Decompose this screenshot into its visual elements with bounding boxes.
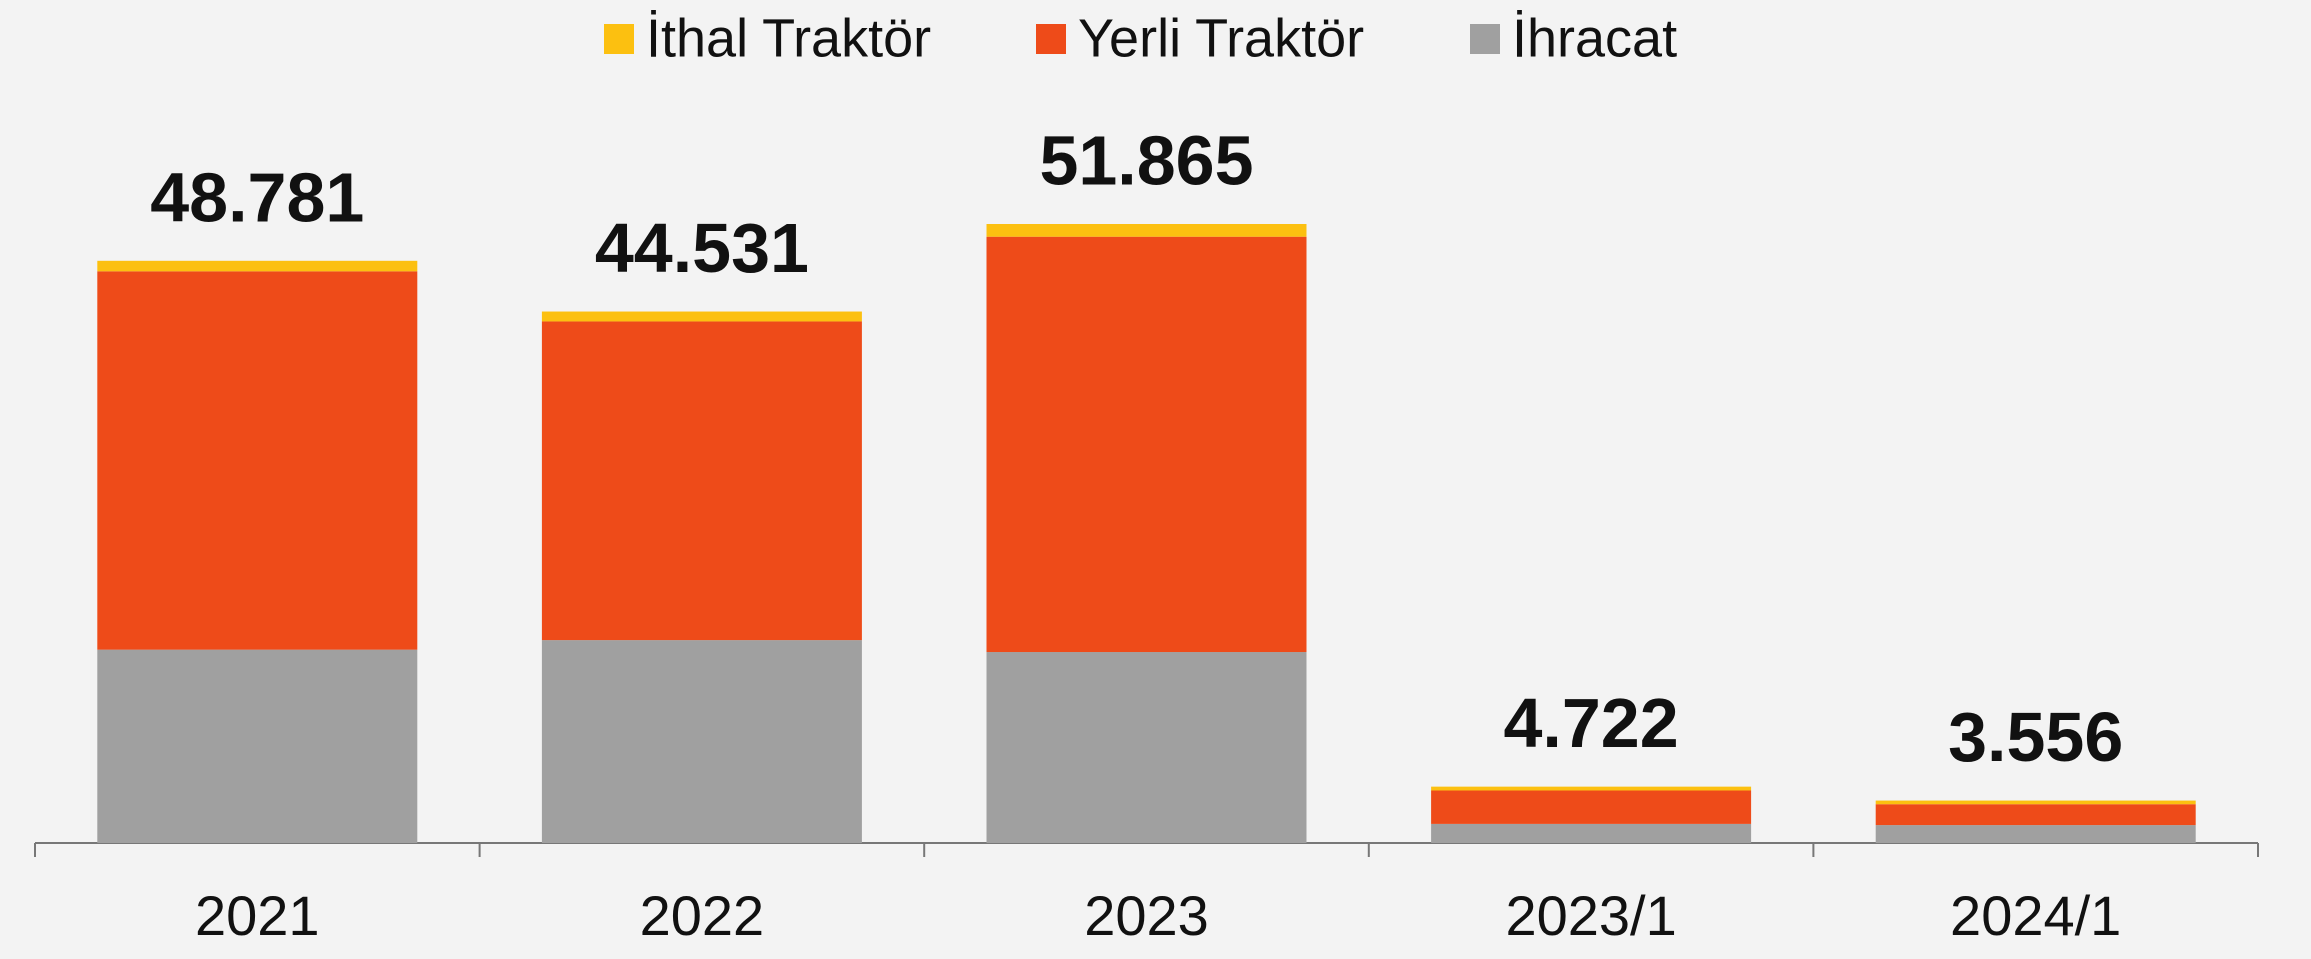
legend-swatch: [1470, 24, 1500, 54]
total-label: 3.556: [1948, 698, 2123, 776]
x-tick-label: 2021: [195, 884, 320, 947]
total-label: 51.865: [1039, 121, 1253, 199]
total-label: 48.781: [150, 158, 364, 236]
bar-segment: [97, 260, 418, 272]
bar-segment: [541, 640, 862, 843]
bar-segment: [1431, 823, 1752, 843]
x-tick-label: 2022: [640, 884, 765, 947]
legend-label: Yerli Traktör: [1078, 8, 1364, 68]
bar-segment: [1875, 800, 2196, 805]
legend-swatch: [1036, 24, 1066, 54]
legend-label: İhracat: [1512, 8, 1677, 68]
x-tick-label: 2024/1: [1950, 884, 2121, 947]
bar-segment: [1431, 790, 1752, 824]
total-label: 4.722: [1504, 684, 1679, 762]
bar-segment: [1875, 825, 2196, 843]
bar-segment: [986, 236, 1307, 653]
legend-swatch: [604, 24, 634, 54]
bar-segment: [97, 271, 418, 650]
bar-segment: [541, 311, 862, 322]
total-label: 44.531: [595, 209, 809, 287]
bar-segment: [97, 649, 418, 843]
bar-segment: [541, 321, 862, 641]
bar-segment: [986, 652, 1307, 843]
legend-label: İthal Traktör: [646, 8, 931, 68]
x-tick-label: 2023/1: [1505, 884, 1676, 947]
bar-segment: [986, 224, 1307, 237]
bar-segment: [1431, 786, 1752, 791]
bar-segment: [1875, 804, 2196, 826]
x-tick-label: 2023: [1084, 884, 1209, 947]
